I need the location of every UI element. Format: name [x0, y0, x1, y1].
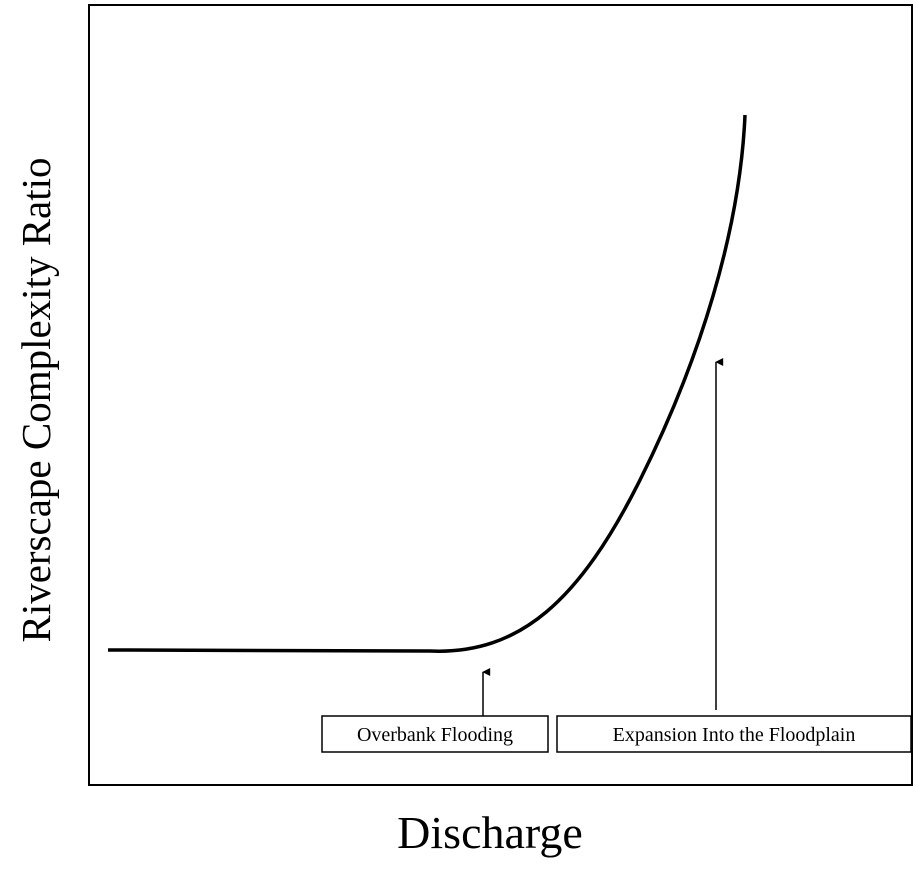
annotation: Expansion Into the Floodplain: [613, 724, 856, 746]
annotation: Overbank Flooding: [357, 724, 513, 746]
y-axis-label: Riverscape Complexity Ratio: [13, 157, 59, 642]
x-axis-label: Discharge: [397, 807, 583, 858]
curve: [107, 114, 747, 653]
plot-frame: [88, 4, 913, 786]
annotation-box: [556, 715, 912, 753]
annotation-box: [321, 715, 549, 753]
